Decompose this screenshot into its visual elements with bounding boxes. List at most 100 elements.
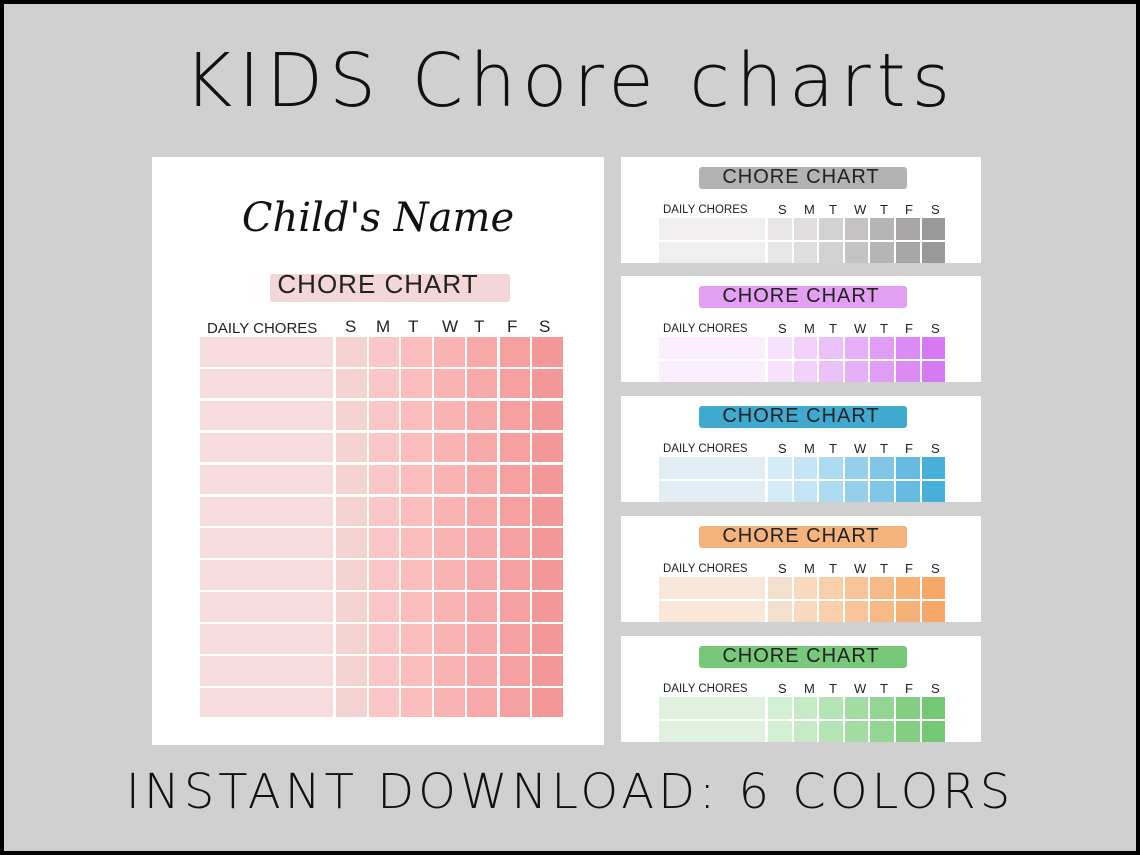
main-day-cell[interactable] (499, 560, 530, 590)
main-chore-cell[interactable] (200, 337, 333, 367)
main-day-cell[interactable] (434, 368, 465, 399)
main-day-cell[interactable] (499, 464, 530, 495)
main-day-cell[interactable] (434, 496, 465, 527)
main-day-cell[interactable] (368, 368, 400, 399)
mini-day-cell[interactable] (896, 242, 920, 263)
main-day-cell[interactable] (401, 368, 432, 399)
main-day-cell[interactable] (336, 560, 367, 590)
main-day-cell[interactable] (499, 496, 530, 527)
main-day-cell[interactable] (532, 687, 563, 718)
mini-day-cell[interactable] (844, 577, 869, 599)
main-day-cell[interactable] (466, 432, 498, 463)
main-day-cell[interactable] (401, 337, 432, 367)
mini-day-cell[interactable] (921, 601, 946, 622)
main-day-cell[interactable] (401, 528, 432, 558)
mini-chore-cell[interactable] (659, 577, 765, 599)
mini-day-cell[interactable] (921, 361, 946, 382)
main-day-cell[interactable] (336, 528, 367, 558)
mini-day-cell[interactable] (844, 242, 869, 263)
main-day-cell[interactable] (499, 400, 530, 431)
mini-day-cell[interactable] (768, 457, 792, 479)
mini-day-cell[interactable] (921, 242, 946, 263)
mini-day-cell[interactable] (870, 481, 894, 502)
main-day-cell[interactable] (368, 656, 400, 686)
mini-day-cell[interactable] (768, 721, 792, 742)
main-day-cell[interactable] (336, 464, 367, 495)
mini-chore-cell[interactable] (659, 361, 765, 382)
mini-day-cell[interactable] (793, 242, 818, 263)
main-day-cell[interactable] (466, 400, 498, 431)
main-day-cell[interactable] (368, 592, 400, 622)
main-day-cell[interactable] (401, 592, 432, 622)
mini-day-cell[interactable] (896, 481, 920, 502)
mini-chore-cell[interactable] (659, 721, 765, 742)
mini-day-cell[interactable] (819, 481, 843, 502)
main-day-cell[interactable] (401, 432, 432, 463)
mini-day-cell[interactable] (870, 601, 894, 622)
main-day-cell[interactable] (401, 624, 432, 654)
mini-day-cell[interactable] (870, 457, 894, 479)
main-day-cell[interactable] (466, 496, 498, 527)
mini-day-cell[interactable] (768, 601, 792, 622)
mini-day-cell[interactable] (793, 601, 818, 622)
mini-day-cell[interactable] (819, 721, 843, 742)
mini-day-cell[interactable] (793, 337, 818, 359)
mini-day-cell[interactable] (844, 697, 869, 719)
main-chore-cell[interactable] (200, 496, 333, 527)
main-day-cell[interactable] (466, 624, 498, 654)
main-day-cell[interactable] (434, 560, 465, 590)
main-day-cell[interactable] (532, 624, 563, 654)
mini-day-cell[interactable] (896, 337, 920, 359)
main-day-cell[interactable] (532, 496, 563, 527)
main-day-cell[interactable] (336, 592, 367, 622)
mini-day-cell[interactable] (844, 481, 869, 502)
main-chore-cell[interactable] (200, 368, 333, 399)
mini-day-cell[interactable] (768, 481, 792, 502)
main-day-cell[interactable] (401, 400, 432, 431)
main-day-cell[interactable] (466, 337, 498, 367)
main-day-cell[interactable] (401, 656, 432, 686)
main-day-cell[interactable] (368, 432, 400, 463)
mini-day-cell[interactable] (768, 242, 792, 263)
main-day-cell[interactable] (368, 464, 400, 495)
main-day-cell[interactable] (466, 560, 498, 590)
main-day-cell[interactable] (466, 687, 498, 718)
main-day-cell[interactable] (368, 337, 400, 367)
main-day-cell[interactable] (434, 464, 465, 495)
main-day-cell[interactable] (368, 687, 400, 718)
mini-day-cell[interactable] (844, 457, 869, 479)
main-chore-cell[interactable] (200, 560, 333, 590)
main-day-cell[interactable] (368, 496, 400, 527)
mini-day-cell[interactable] (819, 361, 843, 382)
mini-day-cell[interactable] (819, 457, 843, 479)
mini-day-cell[interactable] (793, 697, 818, 719)
main-day-cell[interactable] (466, 464, 498, 495)
mini-day-cell[interactable] (819, 242, 843, 263)
main-day-cell[interactable] (336, 656, 367, 686)
main-day-cell[interactable] (499, 687, 530, 718)
mini-chore-cell[interactable] (659, 218, 765, 240)
mini-day-cell[interactable] (896, 721, 920, 742)
mini-day-cell[interactable] (870, 721, 894, 742)
main-day-cell[interactable] (434, 624, 465, 654)
main-day-cell[interactable] (434, 432, 465, 463)
main-day-cell[interactable] (532, 560, 563, 590)
main-day-cell[interactable] (336, 687, 367, 718)
main-chore-cell[interactable] (200, 656, 333, 686)
main-day-cell[interactable] (368, 624, 400, 654)
main-day-cell[interactable] (336, 368, 367, 399)
main-day-cell[interactable] (499, 368, 530, 399)
main-chore-cell[interactable] (200, 528, 333, 558)
main-day-cell[interactable] (532, 400, 563, 431)
mini-day-cell[interactable] (870, 361, 894, 382)
main-chore-cell[interactable] (200, 400, 333, 431)
mini-day-cell[interactable] (819, 601, 843, 622)
mini-chore-cell[interactable] (659, 242, 765, 263)
main-day-cell[interactable] (401, 687, 432, 718)
mini-day-cell[interactable] (921, 697, 946, 719)
mini-chore-cell[interactable] (659, 481, 765, 502)
main-day-cell[interactable] (532, 464, 563, 495)
mini-chore-cell[interactable] (659, 337, 765, 359)
main-day-cell[interactable] (532, 337, 563, 367)
main-day-cell[interactable] (499, 432, 530, 463)
